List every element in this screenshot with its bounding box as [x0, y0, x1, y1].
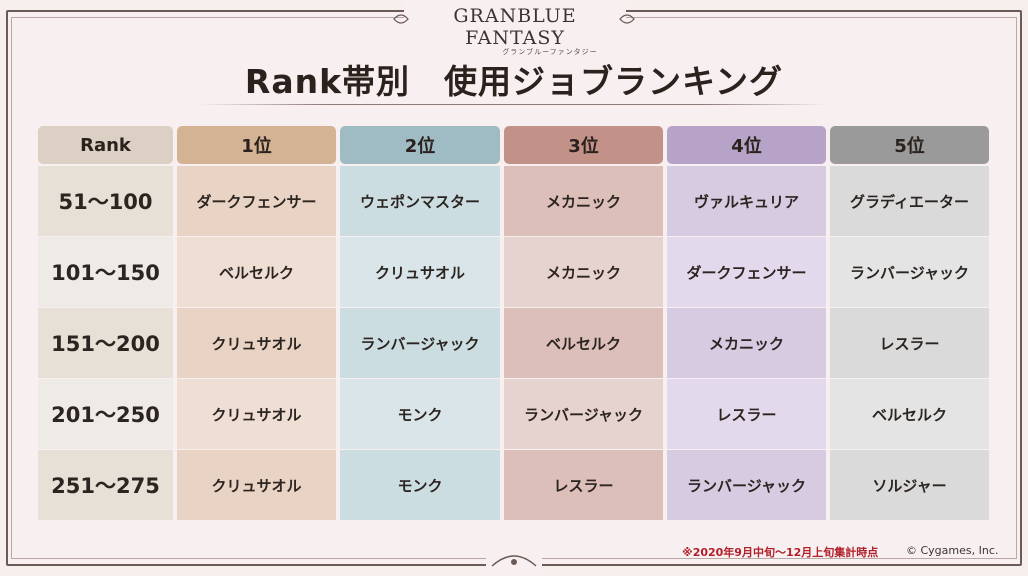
job-cell: モンク: [340, 379, 500, 449]
job-cell: クリュサオル: [177, 379, 336, 449]
page-title: Rank帯別 使用ジョブランキング: [244, 62, 784, 101]
job-cell: クリュサオル: [177, 308, 336, 378]
header-place-2: 2位: [340, 126, 500, 164]
title-divider: [200, 104, 828, 105]
job-cell: ランバージャック: [340, 308, 500, 378]
rank-range-cell: 101～150: [38, 237, 173, 307]
header-rank: Rank: [38, 126, 173, 164]
copyright-text: © Cygames, Inc.: [906, 544, 999, 557]
job-cell: クリュサオル: [340, 237, 500, 307]
job-cell: ベルセルク: [504, 308, 663, 378]
job-cell: メカニック: [504, 237, 663, 307]
job-cell: レスラー: [830, 308, 989, 378]
rank-range-cell: 51～100: [38, 166, 173, 236]
job-cell: モンク: [340, 450, 500, 520]
rank-range-cell: 151～200: [38, 308, 173, 378]
logo-subtext: グランブルーファンタジー: [502, 48, 598, 56]
job-cell: レスラー: [667, 379, 826, 449]
job-cell: ベルセルク: [830, 379, 989, 449]
game-logo: GRANBLUE FANTASY グランブルーファンタジー: [404, 0, 626, 56]
header-place-4: 4位: [667, 126, 826, 164]
aggregation-footnote: ※2020年9月中旬～12月上旬集計時点: [682, 546, 879, 559]
job-cell: ランバージャック: [667, 450, 826, 520]
job-cell: ベルセルク: [177, 237, 336, 307]
bottom-ornament-icon: [486, 546, 542, 574]
job-cell: ダークフェンサー: [667, 237, 826, 307]
rank-range-cell: 251～275: [38, 450, 173, 520]
job-cell: ウェポンマスター: [340, 166, 500, 236]
job-cell: レスラー: [504, 450, 663, 520]
header-place-1: 1位: [177, 126, 336, 164]
rank-range-cell: 201～250: [38, 379, 173, 449]
logo-text: GRANBLUE FANTASY: [453, 5, 577, 49]
job-cell: ソルジャー: [830, 450, 989, 520]
job-cell: ランバージャック: [830, 237, 989, 307]
job-cell: メカニック: [667, 308, 826, 378]
header-place-3: 3位: [504, 126, 663, 164]
job-cell: ヴァルキュリア: [667, 166, 826, 236]
job-cell: ダークフェンサー: [177, 166, 336, 236]
job-cell: ランバージャック: [504, 379, 663, 449]
job-cell: メカニック: [504, 166, 663, 236]
header-place-5: 5位: [830, 126, 989, 164]
job-cell: グラディエーター: [830, 166, 989, 236]
ornament-left-icon: [393, 14, 409, 24]
ornament-right-icon: [619, 14, 635, 24]
job-cell: クリュサオル: [177, 450, 336, 520]
